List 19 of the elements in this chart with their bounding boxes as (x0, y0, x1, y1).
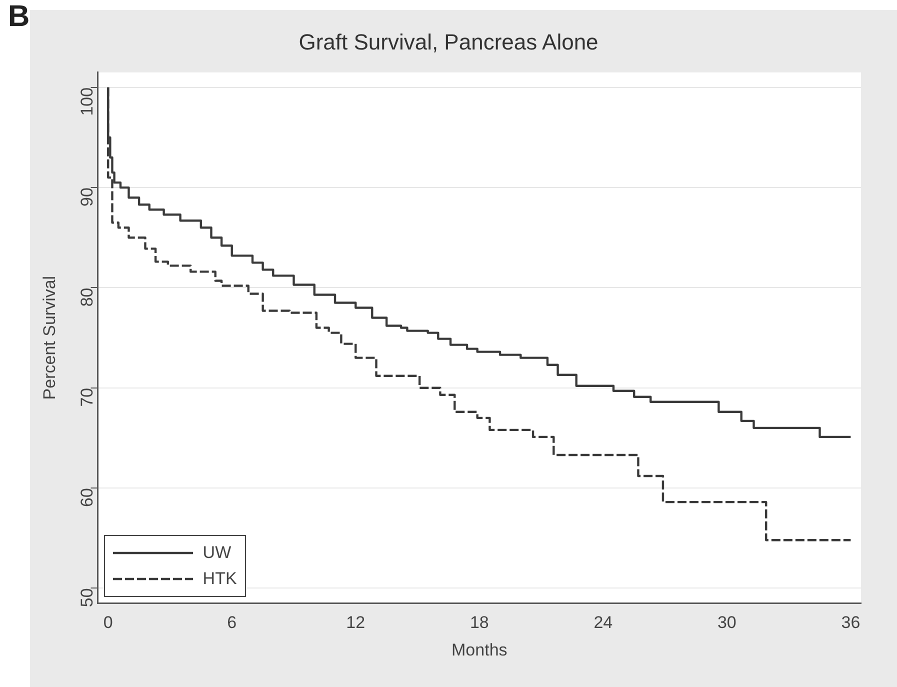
x-axis-title: Months (452, 640, 508, 660)
x-tick-label: 36 (841, 613, 860, 632)
y-tick-label: 90 (77, 188, 96, 206)
chart-title: Graft Survival, Pancreas Alone (298, 29, 598, 54)
y-tick-label: 70 (77, 388, 96, 407)
x-tick-label: 30 (717, 613, 736, 632)
x-tick-label: 12 (346, 613, 366, 632)
x-tick-label: 18 (470, 613, 489, 632)
x-tick-label: 6 (227, 613, 237, 632)
y-axis-title: Percent Survival (40, 276, 59, 400)
y-tick-label: 60 (77, 488, 96, 507)
y-tick-label: 50 (77, 588, 96, 608)
y-tick-label: 80 (77, 288, 96, 307)
legend-label: UW (202, 543, 232, 564)
y-tick-label: 100 (77, 87, 96, 116)
x-tick-label: 0 (103, 613, 113, 632)
text: B (8, 0, 30, 34)
legend-label: HTK (202, 569, 237, 590)
x-tick-label: 24 (594, 613, 613, 632)
